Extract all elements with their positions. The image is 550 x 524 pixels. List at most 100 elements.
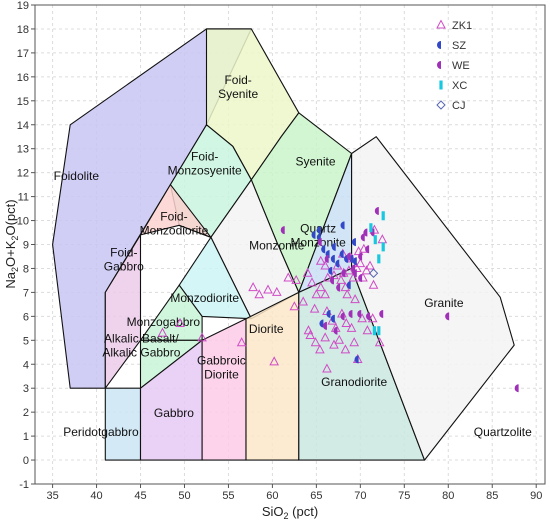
data-point-zk1 — [305, 329, 316, 340]
field-label-foid-monzodiorite: Foid-Monzodiorite — [140, 210, 209, 238]
legend-marker-cj — [436, 100, 446, 110]
x-tick-label: 55 — [222, 490, 234, 502]
data-point-zk1 — [348, 272, 359, 282]
data-point-we — [317, 238, 322, 247]
legend-marker-xc — [439, 80, 443, 90]
data-point-we — [379, 309, 384, 318]
data-point-sz — [351, 238, 356, 247]
data-point-zk1 — [307, 277, 317, 287]
field-label-peridotgabbro: Peridotgabbro — [63, 425, 139, 439]
data-point-zk1 — [315, 255, 326, 265]
data-point-zk1 — [365, 260, 375, 270]
legend-marker-we — [437, 61, 441, 69]
data-point-sz — [340, 221, 345, 230]
field-diorite — [245, 291, 300, 461]
data-point-zk1 — [342, 289, 352, 299]
data-point-xc — [377, 254, 381, 264]
data-point-zk1 — [320, 289, 331, 299]
data-point-we — [358, 274, 363, 283]
legend-label-xc: XC — [452, 80, 467, 92]
x-tick-label: 35 — [46, 490, 58, 502]
y-tick-label: 15 — [17, 96, 29, 108]
y-tick-label: 17 — [17, 48, 29, 60]
data-point-sz — [316, 226, 321, 235]
data-point-we — [348, 309, 353, 318]
data-point-zk1 — [291, 274, 301, 284]
data-point-we — [358, 252, 363, 261]
y-tick-label: 13 — [17, 144, 29, 156]
y-tick-label: 2 — [23, 407, 29, 419]
field-label-syenite: Syenite — [295, 154, 335, 168]
data-point-zk1 — [197, 332, 207, 342]
field-label-foid-gabbro: Foid-Gabbro — [104, 245, 144, 273]
data-point-sz — [330, 254, 335, 263]
data-point-zk1 — [320, 260, 331, 270]
data-point-we — [360, 233, 365, 242]
data-point-zk1 — [367, 313, 378, 323]
field-label-monzodiorite: Monzodiorite — [170, 291, 239, 305]
classification-fields — [52, 28, 515, 461]
y-axis-title: Na2O+K2O(pct) — [3, 199, 20, 288]
x-axis-title: SiO2 (pct) — [262, 504, 318, 521]
data-point-sz — [331, 242, 336, 251]
x-tick-label: 40 — [90, 490, 102, 502]
data-point-zk1 — [368, 279, 379, 289]
y-tick-label: 5 — [23, 335, 29, 347]
data-point-zk1 — [344, 265, 354, 275]
data-point-we — [352, 269, 357, 278]
data-point-zk1 — [269, 356, 280, 366]
data-point-zk1 — [322, 363, 332, 373]
data-point-zk1 — [361, 265, 372, 275]
data-point-we — [324, 254, 329, 263]
data-point-zk1 — [355, 258, 366, 268]
data-point-zk1 — [346, 322, 357, 332]
data-point-zk1 — [332, 260, 343, 270]
field-label-gabbro: Gabbro — [154, 406, 194, 420]
data-point-we — [374, 206, 379, 215]
data-point-zk1 — [340, 344, 351, 354]
field-foid-gabbro — [104, 234, 142, 389]
y-tick-label: 16 — [17, 72, 29, 84]
y-tick-label: 7 — [23, 287, 29, 299]
data-point-zk1 — [322, 272, 333, 282]
legend-marker-sz — [437, 41, 441, 49]
data-point-we — [329, 276, 334, 285]
y-tick-label: 18 — [17, 24, 29, 36]
data-point-sz — [319, 319, 324, 328]
legend-item-xc: XC — [439, 80, 467, 92]
data-point-we — [366, 312, 371, 321]
y-tick-label: 11 — [18, 192, 29, 204]
data-point-cj — [368, 268, 379, 278]
data-point-zk1 — [349, 337, 360, 347]
data-point-zk1 — [310, 337, 321, 347]
y-tick-label: 12 — [17, 168, 29, 180]
data-point-xc — [369, 223, 373, 233]
data-point-zk1 — [175, 317, 185, 328]
data-point-sz — [339, 250, 344, 259]
field-label-alkalic-basalt-alkalic-gabbro: Alkalic Basalt/Alkalic Gabbro — [102, 332, 180, 360]
data-point-xc — [381, 211, 385, 221]
x-axis-ticks: 35 40 45 50 55 60 65 70 75 80 85 90 — [46, 484, 542, 502]
field-label-foid-monzosyenite: Foid-Monzosyenite — [168, 150, 242, 178]
y-tick-label: 3 — [23, 383, 29, 395]
data-point-zk1 — [315, 344, 325, 354]
data-point-zk1 — [263, 284, 273, 294]
legend-item-zk1: ZK1 — [436, 19, 472, 32]
x-tick-label: 45 — [134, 490, 146, 502]
data-point-zk1 — [341, 317, 352, 328]
y-tick-label: -1 — [19, 479, 29, 491]
y-tick-label: 8 — [23, 263, 29, 275]
x-tick-label: 50 — [178, 490, 190, 502]
x-tick-label: 80 — [442, 490, 454, 502]
legend-item-cj: CJ — [436, 100, 465, 112]
data-point-xc — [373, 235, 377, 245]
data-point-zk1 — [236, 337, 247, 347]
data-point-zk1 — [350, 294, 360, 304]
legend-label-zk1: ZK1 — [452, 20, 472, 32]
data-point-xc — [381, 242, 385, 252]
field-granite — [351, 136, 515, 461]
y-tick-label: 10 — [17, 216, 29, 228]
data-point-we — [357, 309, 362, 318]
data-point-zk1 — [254, 289, 265, 299]
